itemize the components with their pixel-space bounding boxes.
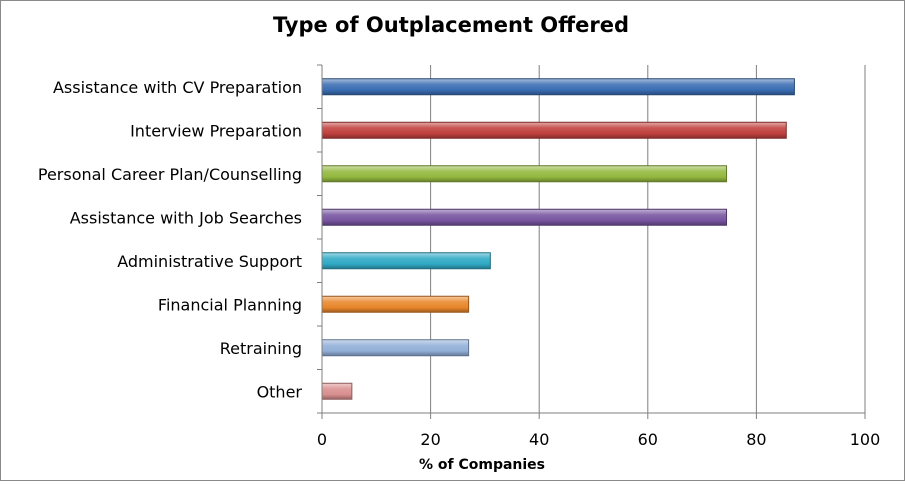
bar <box>321 295 470 313</box>
bar <box>321 252 491 270</box>
bar <box>321 208 728 226</box>
category-label: Administrative Support <box>117 252 302 271</box>
x-tick-label: 20 <box>420 430 440 449</box>
axes: 0 20 40 60 80 100 Assistance with CV Preparati… <box>38 64 881 449</box>
category-label: Personal Career Plan/Counselling <box>38 165 302 184</box>
bar <box>321 78 795 96</box>
x-tick-label: 40 <box>529 430 549 449</box>
gridlines <box>430 65 866 413</box>
x-tick-label: 80 <box>746 430 766 449</box>
x-tick-label: 100 <box>850 430 881 449</box>
category-label: Interview Preparation <box>130 121 302 140</box>
x-tick-label: 0 <box>317 430 327 449</box>
bars <box>321 78 795 400</box>
bar <box>321 339 470 357</box>
category-label: Financial Planning <box>158 295 302 314</box>
bar <box>321 382 353 400</box>
bar <box>321 165 728 183</box>
category-label: Assistance with CV Preparation <box>53 78 302 97</box>
category-label: Assistance with Job Searches <box>70 208 302 227</box>
category-label: Retraining <box>220 339 302 358</box>
x-tick-label: 60 <box>638 430 658 449</box>
category-label: Other <box>257 382 303 401</box>
x-axis-title: % of Companies <box>419 457 545 473</box>
chart-title: Type of Outplacement Offered <box>273 13 629 37</box>
bar <box>321 121 787 139</box>
